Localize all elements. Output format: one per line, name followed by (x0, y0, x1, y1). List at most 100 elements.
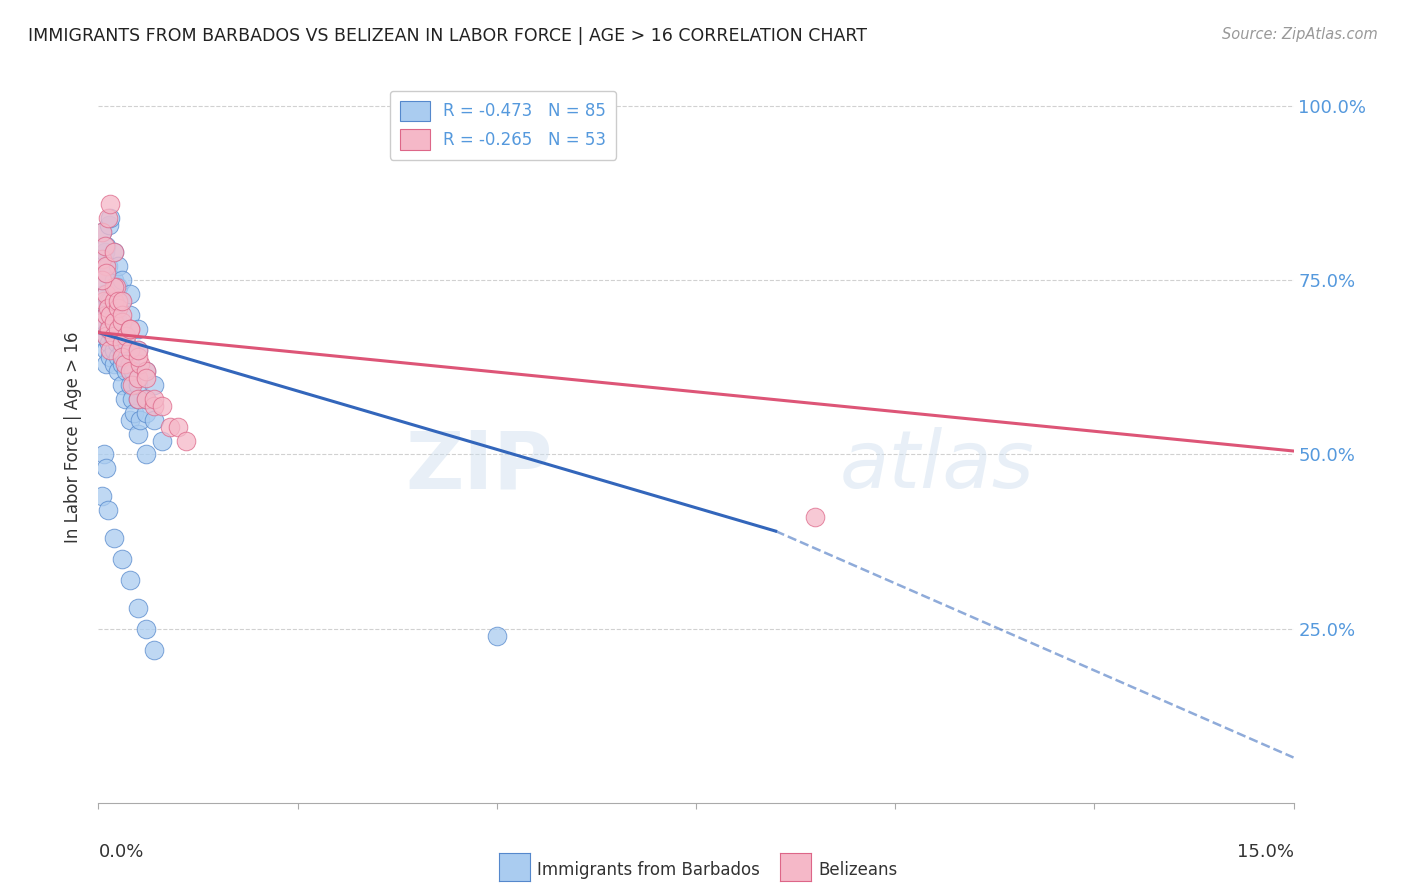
Legend: R = -0.473   N = 85, R = -0.265   N = 53: R = -0.473 N = 85, R = -0.265 N = 53 (389, 91, 616, 160)
Point (100, 322, 122, 336)
Point (120, 357, 142, 371)
Point (100, 350, 122, 364)
Point (111, 552, 134, 566)
Y-axis label: In Labor Force | Age > 16: In Labor Force | Age > 16 (65, 331, 83, 543)
Text: atlas: atlas (839, 427, 1035, 506)
Point (96, 329, 118, 343)
Point (94, 245, 117, 260)
Point (121, 392, 143, 406)
Point (143, 392, 166, 406)
Point (111, 273, 134, 287)
Point (94, 238, 117, 252)
Point (96, 308, 118, 322)
Point (103, 343, 125, 357)
Point (103, 357, 125, 371)
Point (97, 260, 120, 274)
Point (112, 350, 135, 364)
Point (143, 377, 166, 392)
Point (135, 622, 157, 636)
Point (127, 600, 149, 615)
Point (111, 357, 134, 371)
Point (135, 371, 157, 385)
Point (120, 343, 142, 357)
Text: Source: ZipAtlas.com: Source: ZipAtlas.com (1222, 27, 1378, 42)
Point (127, 343, 149, 357)
Point (91, 329, 114, 343)
Point (96, 461, 118, 475)
Point (103, 245, 125, 260)
Point (91, 252, 114, 267)
Point (96, 329, 118, 343)
Point (107, 301, 129, 316)
Text: 15.0%: 15.0% (1236, 843, 1294, 861)
Point (107, 294, 129, 309)
Point (120, 377, 142, 392)
Point (107, 280, 129, 294)
Point (97, 218, 120, 232)
Point (120, 412, 142, 426)
Point (91, 315, 114, 329)
Point (120, 322, 142, 336)
Point (100, 294, 122, 309)
Point (120, 364, 142, 378)
Point (111, 322, 134, 336)
Point (127, 371, 149, 385)
Point (96, 266, 118, 280)
Point (120, 322, 142, 336)
Point (91, 273, 114, 287)
Point (96, 287, 118, 301)
Point (104, 301, 127, 316)
Text: 0.0%: 0.0% (98, 843, 143, 861)
Point (135, 392, 157, 406)
Point (115, 336, 138, 351)
Point (91, 252, 114, 267)
Point (167, 419, 190, 434)
Point (127, 426, 149, 441)
Point (111, 294, 134, 309)
Point (96, 238, 118, 252)
Point (111, 343, 134, 357)
Point (105, 336, 128, 351)
Point (107, 322, 129, 336)
Point (100, 211, 122, 225)
Point (104, 322, 127, 336)
Point (120, 287, 142, 301)
Point (103, 273, 125, 287)
Point (128, 412, 150, 426)
Point (97, 322, 120, 336)
Point (103, 531, 125, 545)
Point (93, 294, 115, 309)
Point (101, 329, 124, 343)
Point (100, 308, 122, 322)
Point (111, 377, 134, 392)
Point (143, 642, 166, 657)
Point (127, 392, 149, 406)
Point (91, 489, 114, 503)
Point (120, 573, 142, 587)
Point (127, 343, 149, 357)
Point (111, 322, 134, 336)
Point (96, 260, 118, 274)
Point (127, 392, 149, 406)
Point (91, 273, 114, 287)
Point (124, 406, 146, 420)
Point (103, 308, 125, 322)
Point (103, 329, 125, 343)
Point (103, 294, 125, 309)
Point (115, 329, 138, 343)
Point (103, 315, 125, 329)
Point (111, 336, 134, 351)
Point (111, 315, 134, 329)
Point (111, 350, 134, 364)
Point (96, 308, 118, 322)
Point (120, 308, 142, 322)
Point (97, 503, 120, 517)
Point (127, 377, 149, 392)
Point (135, 406, 157, 420)
Point (100, 196, 122, 211)
Point (128, 357, 150, 371)
Point (104, 280, 127, 294)
Text: Immigrants from Barbados: Immigrants from Barbados (537, 861, 761, 879)
Point (103, 280, 125, 294)
Point (97, 322, 120, 336)
